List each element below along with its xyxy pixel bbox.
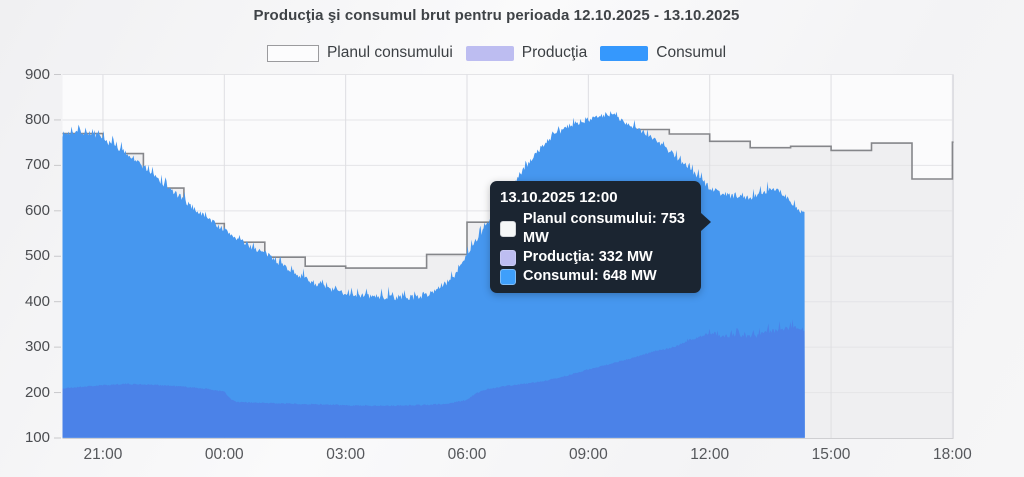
y-tick-label-100: 100 (24, 429, 50, 446)
y-tick-label-200: 200 (24, 383, 50, 401)
tooltip-arrow-icon (701, 213, 711, 231)
y-tick-label-400: 400 (24, 292, 50, 310)
legend-item-plan[interactable]: Planul consumului (266, 44, 453, 62)
legend-item-consumul[interactable]: Consumul (600, 44, 726, 62)
chart-container: Producţia şi consumul brut pentru perioa… (0, 7, 993, 62)
legend: Planul consumului Producţia Consumul (0, 44, 993, 62)
x-tick-label-09-00: 09:00 (568, 446, 608, 463)
tooltip-consumul-swatch-icon (500, 268, 516, 285)
tooltip-row-consumul: Consumul: 648 MW (500, 267, 691, 286)
legend-label-plan: Planul consumului (326, 44, 453, 61)
x-tick-label-00-00: 00:00 (204, 446, 244, 463)
x-tick-label-21-00: 21:00 (83, 446, 123, 463)
tooltip-consumul-text: Consumul: 648 MW (523, 268, 657, 284)
tooltip-productia-text: Producţia: 332 MW (523, 249, 653, 265)
tooltip-plan-text: Planul consumului: 753 MW (523, 211, 685, 246)
tooltip-header: 13.10.2025 12:00 (500, 189, 618, 206)
x-tick-label-18-00: 18:00 (932, 446, 972, 463)
x-tick-label-12-00: 12:00 (690, 446, 730, 463)
consumul-swatch-icon (600, 45, 649, 61)
productia-swatch-icon (465, 45, 514, 61)
chart-title: Producţia şi consumul brut pentru perioa… (253, 7, 740, 24)
y-tick-label-900: 900 (24, 65, 50, 83)
tooltip-row-productia: Producţia: 332 MW (500, 248, 691, 267)
y-tick-label-700: 700 (24, 156, 50, 174)
y-tick-label-500: 500 (24, 247, 50, 265)
x-tick-label-03-00: 03:00 (326, 446, 366, 463)
tooltip-productia-swatch-icon (500, 249, 516, 266)
plan-swatch-icon (266, 44, 319, 62)
y-tick-label-800: 800 (24, 110, 50, 128)
legend-label-productia: Producţia (521, 44, 588, 61)
legend-label-consumul: Consumul (656, 44, 727, 61)
x-tick-label-06-00: 06:00 (447, 446, 487, 463)
x-tick-label-15-00: 15:00 (811, 446, 851, 463)
legend-item-productia[interactable]: Producţia (465, 44, 588, 62)
y-tick-label-600: 600 (24, 201, 50, 219)
tooltip-plan-swatch-icon (500, 221, 516, 237)
y-tick-label-300: 300 (24, 338, 50, 356)
tooltip: 13.10.2025 12:00 Planul consumului: 753 … (490, 181, 711, 293)
tooltip-row-plan: Planul consumului: 753 MW (500, 210, 691, 248)
